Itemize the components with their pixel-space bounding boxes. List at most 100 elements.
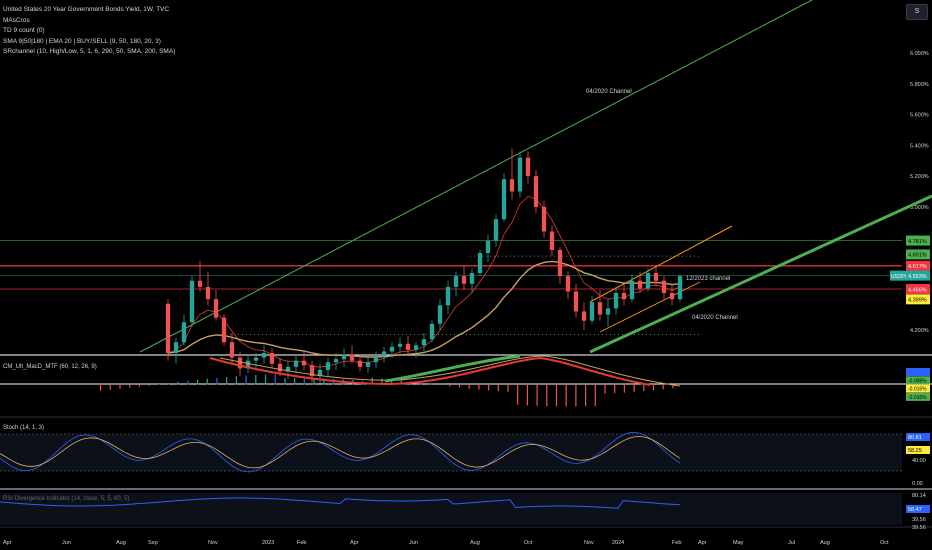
macd-histogram-bar — [604, 384, 606, 394]
macd-histogram-bar — [652, 384, 655, 391]
macd-histogram-bar — [497, 384, 499, 392]
time-axis-label: Apr — [3, 540, 12, 546]
candle-body — [237, 357, 243, 369]
candle-body — [517, 157, 523, 192]
candle-body — [477, 253, 483, 274]
time-axis-label: Jun — [62, 540, 71, 546]
candle-body — [565, 276, 571, 292]
candle-body — [309, 365, 315, 377]
indicator-mascros[interactable]: MAsCros — [3, 16, 30, 24]
macd-histogram-bar — [245, 375, 247, 385]
symbol-title[interactable]: United States 20 Year Government Bonds Y… — [3, 6, 170, 13]
candle-body — [325, 362, 331, 370]
time-axis-label: 2023 — [262, 540, 274, 546]
rsi-tick-label: 39.56 — [912, 525, 926, 531]
macd-histogram-bar — [458, 384, 461, 388]
candle-body — [677, 276, 683, 300]
time-axis-label: Aug — [116, 540, 126, 546]
macd-histogram-bar — [585, 384, 587, 407]
macd-histogram-bar — [303, 378, 305, 385]
macd-histogram-bar — [138, 384, 140, 387]
macd-histogram-bar — [420, 382, 422, 385]
candle-body — [181, 322, 187, 343]
symbol-price-badge-label: US20Y — [891, 274, 908, 280]
candle-body — [525, 157, 531, 177]
candle-body — [389, 346, 395, 352]
candle-body — [605, 308, 611, 315]
macd-bull-segment — [384, 354, 521, 383]
candle-body — [573, 291, 579, 312]
time-axis-label: Oct — [880, 540, 889, 546]
macd-histogram-bar — [381, 378, 383, 385]
macd-histogram-bar — [439, 384, 441, 386]
candle-body — [597, 302, 603, 315]
macd-histogram-bar — [177, 381, 179, 385]
candle-body — [349, 354, 355, 361]
macd-histogram-bar — [623, 384, 625, 393]
candle-body — [397, 343, 403, 347]
rsi-line — [0, 497, 681, 509]
macd-histogram-bar — [158, 384, 160, 385]
candle-body — [461, 276, 467, 284]
candle-body — [629, 280, 635, 300]
candle-body — [453, 276, 459, 287]
macd-histogram-bar — [226, 376, 228, 385]
macd-histogram-bar — [187, 380, 189, 385]
macd-histogram-bar — [575, 384, 577, 407]
price-tick-label: 5.800% — [910, 82, 929, 88]
price-tick-label: 6.000% — [910, 51, 929, 57]
candle-body — [165, 303, 171, 353]
macd-histogram-bar — [643, 384, 645, 392]
candle-body — [197, 280, 203, 287]
candle-body — [221, 317, 227, 343]
candle-body — [317, 369, 323, 377]
candle-body — [469, 273, 475, 284]
indicator-srchannel[interactable]: SRchannel (10, High/Low, 5, 1, 6, 290, 5… — [3, 48, 176, 55]
time-axis-label: Nov — [584, 540, 594, 546]
indicator-sma[interactable]: SMA 9|50|180 | EMA 20 | BUY/SELL (9, 50,… — [3, 37, 161, 45]
time-axis-label: Apr — [350, 540, 359, 546]
candle-body — [669, 293, 675, 300]
candle-body — [301, 360, 307, 366]
candle-body — [653, 273, 659, 281]
macd-histogram-bar — [662, 384, 664, 390]
macd-histogram-bar — [284, 378, 286, 385]
candle-body — [341, 354, 347, 360]
candle-body — [357, 360, 363, 367]
price-badge-label: 4.399% — [908, 298, 927, 304]
time-axis-label: May — [733, 540, 744, 546]
rsi-tick-label: 80.14 — [912, 493, 926, 499]
candle-body — [405, 343, 411, 350]
indicator-td9[interactable]: TD 9 count (0) — [3, 27, 45, 34]
candle-body — [509, 179, 515, 192]
candle-body — [549, 231, 555, 250]
macd-histogram-bar — [119, 384, 121, 389]
price-badge-label: 4.617% — [908, 264, 927, 270]
macd-badge — [906, 368, 930, 376]
macd-histogram-bar — [672, 384, 674, 389]
time-axis-label: Feb — [297, 540, 306, 546]
macd-badge-label: -0.016% — [908, 395, 927, 401]
channel-2023-lower-line — [599, 281, 701, 333]
annotation-channel-2020-bottom: 04/2020 Channel — [692, 315, 738, 321]
candle-body — [261, 353, 267, 358]
macd-histogram-bar — [400, 380, 402, 385]
symbol-button[interactable]: S — [906, 4, 928, 20]
macd-histogram-bar — [449, 384, 451, 387]
time-axis-label: Oct — [524, 540, 533, 546]
candle-body — [205, 286, 211, 300]
stoch-k-line — [0, 431, 681, 473]
macd-histogram-bar — [517, 384, 519, 405]
price-tick-label: 5.400% — [910, 143, 929, 149]
time-axis-label: Jul — [788, 540, 795, 546]
macd-histogram-bar — [148, 384, 150, 386]
rsi-badge — [906, 505, 930, 513]
price-badge — [906, 294, 930, 305]
stoch-badge-label: 58.25 — [908, 448, 922, 454]
macd-histogram-bar — [206, 378, 208, 385]
stoch-band — [0, 434, 902, 471]
price-badge-label: 4.691% — [908, 253, 927, 259]
candle-body — [421, 339, 427, 346]
candle-body — [429, 323, 435, 340]
